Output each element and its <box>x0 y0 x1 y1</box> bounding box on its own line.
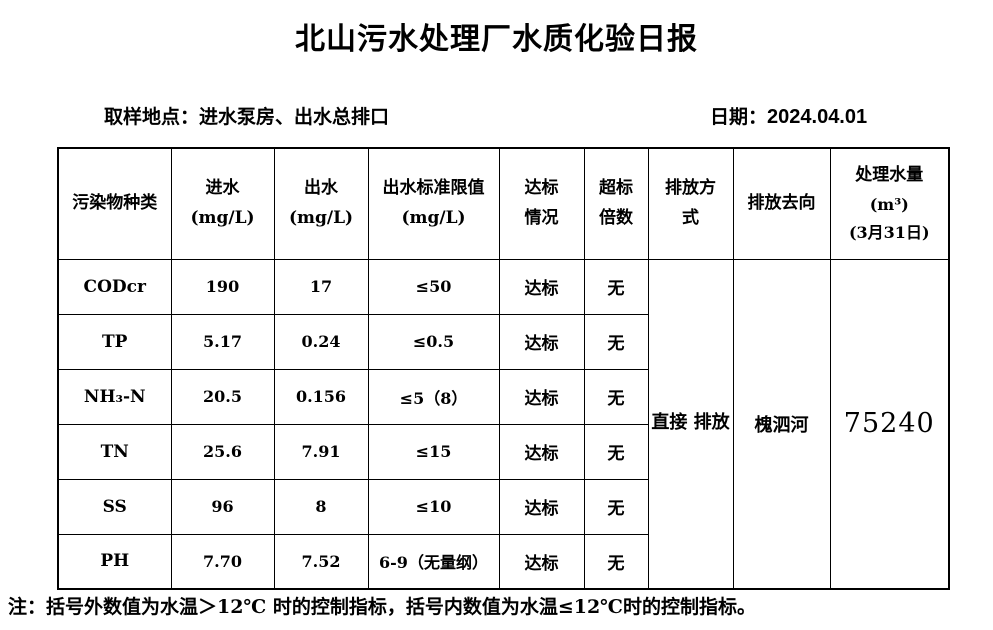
table-row-tn: TN 25.6 7.91 ≤15 达标 无 <box>57 423 949 480</box>
cell-pollutant: PH <box>57 533 172 590</box>
cell-effluent: 8 <box>273 478 369 535</box>
cell-effluent: 7.52 <box>273 533 369 590</box>
water-quality-table: 污染物种类 进水 (mg/L) 出水 (mg/L) 出水标准限值 (mg/L) … <box>57 147 950 590</box>
sampling-label: 取样地点： <box>104 106 200 128</box>
cell-compliance: 达标 <box>498 478 585 535</box>
cell-limit: ≤10 <box>367 478 500 535</box>
cell-influent: 25.6 <box>170 423 275 480</box>
footnote: 注：括号外数值为水温＞12℃ 时的控制指标，括号内数值为水温≤12℃时的控制指标… <box>8 596 756 618</box>
header-line: 进水 <box>205 178 240 198</box>
cell-effluent: 17 <box>273 258 369 315</box>
cell-pollutant: TP <box>57 313 172 370</box>
cell-influent: 7.70 <box>170 533 275 590</box>
header-line: (3月31日) <box>848 222 930 242</box>
cell-exceed: 无 <box>583 258 649 315</box>
header-line: 处理水量 <box>855 164 924 185</box>
cell-effluent: 7.91 <box>273 423 369 480</box>
col-header-treated-volume: 处理水量 (m³) (3月31日) <box>829 147 950 260</box>
report-title: 北山污水处理厂水质化验日报 <box>295 22 698 57</box>
cell-discharge-destination: 槐泗河 <box>732 258 831 590</box>
cell-limit: ≤5（8） <box>367 368 500 425</box>
col-header-limit: 出水标准限值 (mg/L) <box>367 147 500 260</box>
cell-exceed: 无 <box>583 478 649 535</box>
col-header-exceed-ratio: 超标 倍数 <box>583 147 649 260</box>
header-line: 情况 <box>524 207 559 228</box>
cell-discharge-mode: 直接 排放 <box>647 258 734 590</box>
cell-compliance: 达标 <box>498 258 585 315</box>
cell-pollutant: SS <box>57 478 172 535</box>
cell-exceed: 无 <box>583 423 649 480</box>
header-line: 超标 <box>599 178 633 198</box>
cell-compliance: 达标 <box>498 423 585 480</box>
col-header-discharge-mode: 排放方 式 <box>647 147 734 260</box>
table-row-ph: PH 7.70 7.52 6-9（无量纲） 达标 无 <box>57 533 949 590</box>
cell-limit: ≤0.5 <box>367 313 500 370</box>
date-value: 2024.04.01 <box>767 106 868 128</box>
report-date: 日期：2024.04.01 <box>710 102 867 129</box>
cell-exceed: 无 <box>583 368 649 425</box>
discharge-mode-line: 直接 <box>651 412 688 434</box>
header-line: 出水 <box>304 178 338 198</box>
header-line: 污染物种类 <box>72 192 158 213</box>
cell-influent: 96 <box>170 478 275 535</box>
cell-pollutant: NH₃-N <box>57 368 172 425</box>
header-line: 排放去向 <box>747 192 816 213</box>
col-header-compliance: 达标 情况 <box>498 147 585 260</box>
cell-compliance: 达标 <box>498 313 585 370</box>
cell-limit: ≤50 <box>367 258 500 315</box>
col-header-pollutant: 污染物种类 <box>57 147 172 260</box>
header-line: (mg/L) <box>288 207 354 228</box>
table-row-tp: TP 5.17 0.24 ≤0.5 达标 无 <box>57 313 949 370</box>
col-header-effluent: 出水 (mg/L) <box>273 147 369 260</box>
cell-effluent: 0.24 <box>273 313 369 370</box>
header-line: (mg/L) <box>401 207 466 228</box>
table-row-nh3n: NH₃-N 20.5 0.156 ≤5（8） 达标 无 <box>57 368 949 425</box>
cell-limit: 6-9（无量纲） <box>367 533 500 590</box>
header-line: 达标 <box>524 178 559 198</box>
header-line: 倍数 <box>599 207 633 228</box>
cell-limit: ≤15 <box>367 423 500 480</box>
date-label: 日期： <box>710 106 768 128</box>
cell-influent: 190 <box>170 258 275 315</box>
sampling-location: 取样地点：进水泵房、出水总排口 <box>104 102 389 129</box>
cell-treated-volume: 75240 <box>829 258 950 590</box>
header-line: (m³) <box>869 194 909 214</box>
header-line: 出水标准限值 <box>382 178 485 198</box>
cell-exceed: 无 <box>583 533 649 590</box>
cell-compliance: 达标 <box>498 368 585 425</box>
sampling-value: 进水泵房、出水总排口 <box>199 106 390 128</box>
cell-pollutant: CODcr <box>57 258 172 315</box>
header-row: 污染物种类 进水 (mg/L) 出水 (mg/L) 出水标准限值 (mg/L) … <box>57 147 950 260</box>
discharge-mode-line: 排放 <box>693 412 730 434</box>
table-row-codcr: CODcr 190 17 ≤50 达标 无 直接 排放 槐泗河 75240 <box>57 258 950 590</box>
cell-influent: 5.17 <box>170 313 275 370</box>
header-line: (mg/L) <box>190 207 255 228</box>
header-line: 式 <box>682 207 699 228</box>
col-header-discharge-destination: 排放去向 <box>732 147 831 260</box>
col-header-influent: 进水 (mg/L) <box>170 147 275 260</box>
cell-influent: 20.5 <box>170 368 275 425</box>
cell-compliance: 达标 <box>498 533 585 590</box>
cell-effluent: 0.156 <box>273 368 369 425</box>
cell-exceed: 无 <box>583 313 649 370</box>
cell-pollutant: TN <box>57 423 172 480</box>
table-row-ss: SS 96 8 ≤10 达标 无 <box>57 478 949 535</box>
header-line: 排放方 <box>665 178 716 198</box>
